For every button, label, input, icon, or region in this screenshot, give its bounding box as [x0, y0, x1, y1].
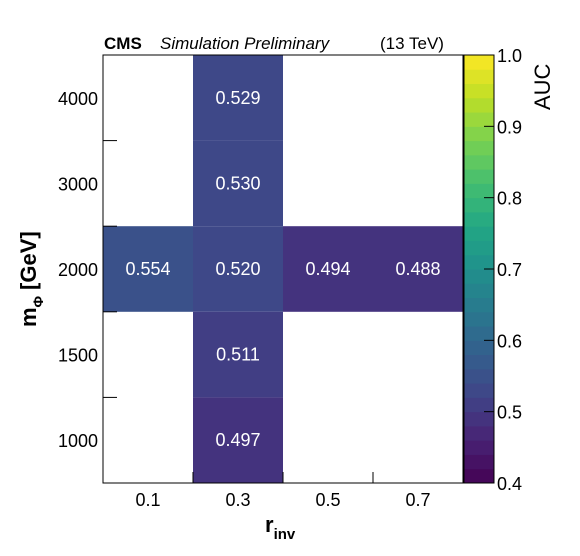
colorbar-band: [464, 240, 494, 256]
colorbar-band: [464, 311, 494, 327]
x-tick-label: 0.5: [315, 490, 340, 510]
colorbar-band: [464, 183, 494, 199]
colorbar-tick-label: 0.9: [497, 117, 522, 137]
cell-value-label: 0.494: [305, 259, 350, 279]
colorbar-tick-label: 1.0: [497, 46, 522, 66]
cell-value-label: 0.554: [125, 259, 170, 279]
y-axis-title-unit: [GeV]: [16, 231, 41, 290]
colorbar-tick-label: 0.5: [497, 403, 522, 423]
y-axis-title: mΦ [GeV]: [16, 231, 46, 327]
heatmap-cell: [283, 226, 373, 312]
colorbar-band: [464, 254, 494, 270]
colorbar-band: [464, 55, 494, 70]
y-axis-title-sub: Φ: [30, 295, 46, 307]
y-tick-label: 4000: [58, 89, 98, 109]
cell-value-label: 0.511: [216, 345, 260, 365]
y-tick-label: 1000: [58, 431, 98, 451]
x-axis-title-main: r: [265, 512, 274, 537]
colorbar-band: [464, 112, 494, 127]
heatmap-cell: [193, 397, 283, 483]
colorbar-band: [464, 269, 494, 284]
colorbar: [464, 55, 494, 484]
colorbar-tick-label: 0.4: [497, 474, 522, 494]
y-tick-label: 2000: [58, 260, 98, 280]
status-label: Simulation Preliminary: [160, 34, 331, 53]
colorbar-band: [464, 440, 494, 455]
experiment-label: CMS: [104, 34, 142, 53]
colorbar-band: [464, 397, 494, 413]
colorbar-band: [464, 454, 494, 470]
x-tick-label: 0.1: [135, 490, 160, 510]
colorbar-band: [464, 83, 494, 99]
colorbar-band: [464, 226, 494, 241]
cell-value-label: 0.497: [215, 430, 260, 450]
colorbar-tick-label: 0.8: [497, 189, 522, 209]
y-axis-title-main: m: [16, 307, 41, 327]
colorbar-band: [464, 368, 494, 384]
y-axis-ticks: 1000 1500 2000 3000 4000: [58, 89, 117, 451]
colorbar-band: [464, 383, 494, 398]
heatmap-cell: [193, 55, 283, 141]
cell-value-label: 0.530: [215, 173, 260, 193]
heatmap-cell: [193, 140, 283, 227]
colorbar-band: [464, 97, 494, 113]
y-tick-label: 3000: [58, 174, 98, 194]
colorbar-band: [464, 140, 494, 156]
colorbar-band: [464, 69, 494, 85]
colorbar-title: AUC: [530, 63, 555, 110]
cell-value-label: 0.529: [215, 88, 260, 108]
x-axis-title: rinv: [265, 512, 296, 543]
colorbar-band: [464, 425, 494, 441]
energy-label: (13 TeV): [380, 34, 444, 53]
cell-value-labels: 0.554 0.520 0.494 0.488 0.529 0.530 0.511 0.497: [125, 88, 440, 450]
heatmap-cell: [193, 226, 283, 312]
colorbar-band: [464, 126, 494, 142]
heatmap-cell: [373, 226, 463, 312]
heatmap-cell: [193, 311, 283, 398]
colorbar-band: [464, 326, 494, 341]
colorbar-tick-label: 0.7: [497, 260, 522, 280]
x-tick-label: 0.7: [405, 490, 430, 510]
colorbar-band: [464, 297, 494, 313]
x-tick-label: 0.3: [225, 490, 250, 510]
x-axis-ticks: 0.1 0.3 0.5 0.7: [135, 472, 431, 510]
colorbar-band: [464, 340, 494, 356]
cell-value-label: 0.488: [395, 259, 440, 279]
colorbar-band: [464, 169, 494, 184]
colorbar-band: [464, 197, 494, 213]
x-axis-title-sub: inv: [274, 526, 296, 543]
colorbar-band: [464, 411, 494, 427]
cell-value-label: 0.520: [215, 259, 260, 279]
colorbar-band: [464, 283, 494, 299]
colorbar-band: [464, 354, 494, 370]
colorbar-band: [464, 211, 494, 227]
colorbar-band: [464, 468, 494, 484]
colorbar-tick-label: 0.6: [497, 331, 522, 351]
y-tick-label: 1500: [58, 346, 98, 366]
colorbar-ticks: 0.4 0.5 0.6 0.7 0.8 0.9 1.0: [484, 46, 522, 494]
colorbar-band: [464, 154, 494, 170]
heatmap-cell: [103, 226, 193, 312]
heatmap-cells: [103, 55, 463, 483]
